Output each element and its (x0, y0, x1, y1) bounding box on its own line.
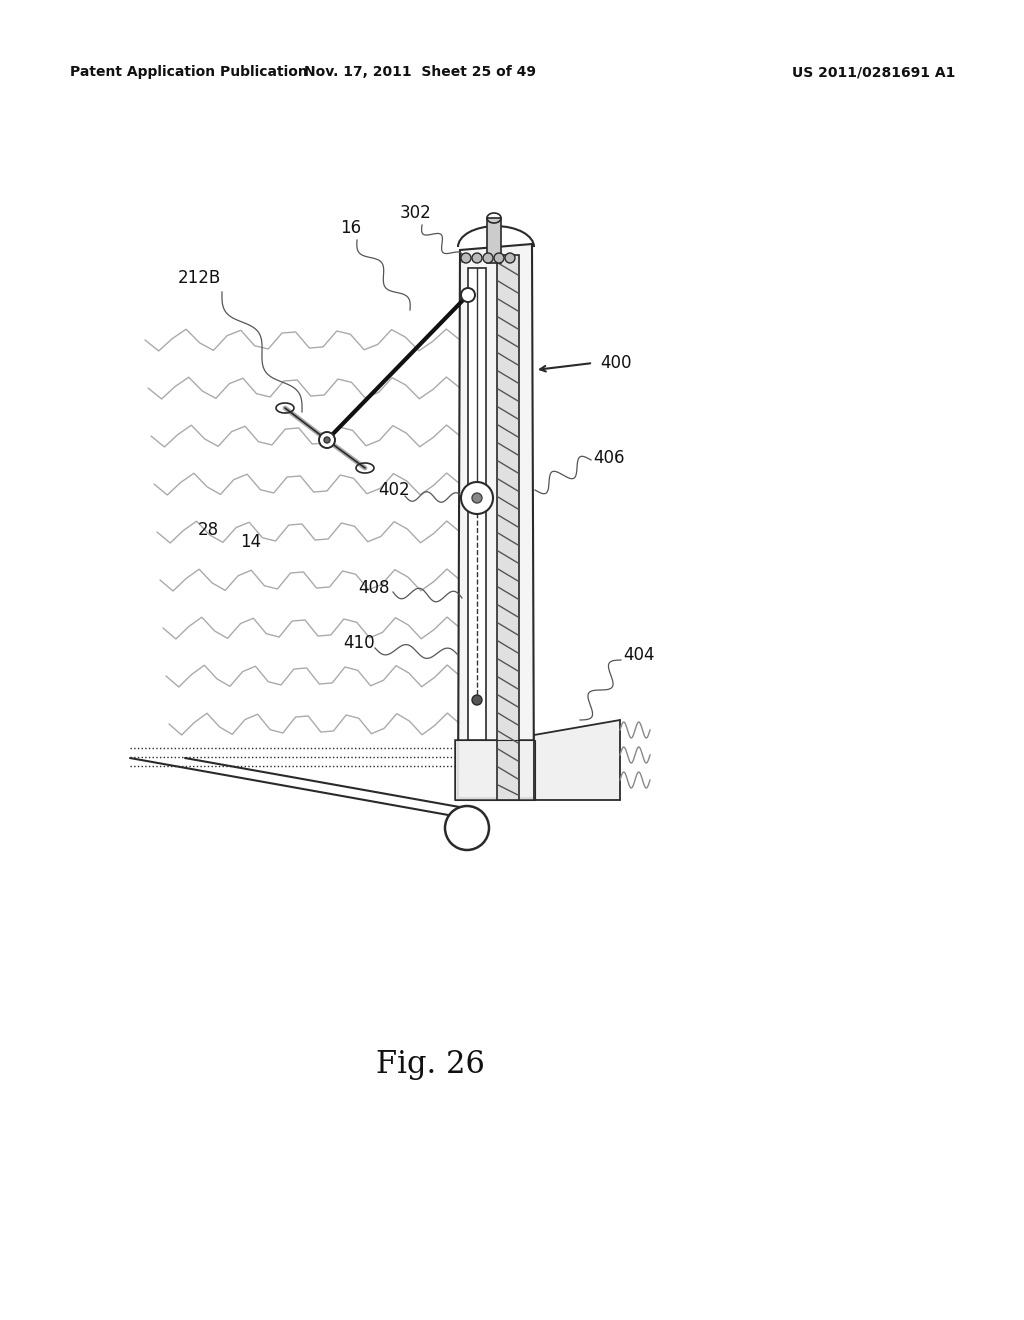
Text: 404: 404 (623, 645, 654, 664)
Circle shape (505, 253, 515, 263)
Text: 406: 406 (593, 449, 625, 467)
Circle shape (461, 288, 475, 302)
Polygon shape (534, 719, 620, 800)
Bar (455, 741, 535, 800)
Circle shape (494, 253, 504, 263)
Bar (497, 255, 519, 800)
Text: 28: 28 (198, 521, 219, 539)
Text: Fig. 26: Fig. 26 (376, 1049, 484, 1081)
Bar (455, 741, 535, 800)
Circle shape (319, 432, 335, 447)
Polygon shape (458, 244, 534, 799)
Circle shape (461, 482, 493, 513)
Circle shape (461, 253, 471, 263)
Circle shape (324, 437, 330, 444)
Text: Patent Application Publication: Patent Application Publication (70, 65, 308, 79)
Circle shape (472, 253, 482, 263)
Circle shape (472, 696, 482, 705)
Text: 14: 14 (240, 533, 261, 550)
Text: 16: 16 (340, 219, 361, 238)
Text: 402: 402 (378, 480, 410, 499)
Bar (468, 268, 486, 741)
Text: 400: 400 (600, 354, 632, 372)
Circle shape (483, 253, 493, 263)
Text: 212B: 212B (178, 269, 221, 286)
Bar (487, 218, 501, 263)
Text: 302: 302 (400, 205, 432, 222)
Circle shape (445, 807, 489, 850)
Text: US 2011/0281691 A1: US 2011/0281691 A1 (792, 65, 955, 79)
Text: 410: 410 (343, 634, 375, 652)
Circle shape (472, 492, 482, 503)
Text: 408: 408 (358, 579, 389, 597)
Text: Nov. 17, 2011  Sheet 25 of 49: Nov. 17, 2011 Sheet 25 of 49 (304, 65, 536, 79)
